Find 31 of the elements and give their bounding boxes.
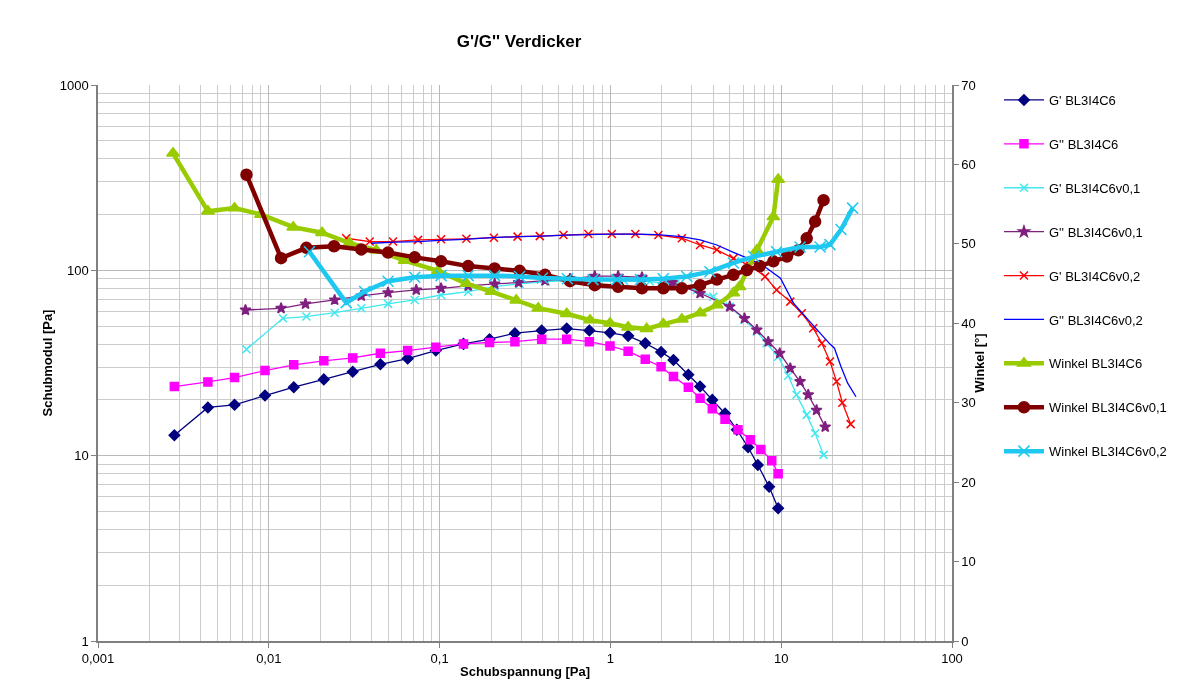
y-tick-label: 100 xyxy=(66,262,89,278)
y-tick-label: 10 xyxy=(74,448,89,464)
y2-tick-label: 10 xyxy=(961,554,976,570)
y2-tick-label: 30 xyxy=(961,395,976,411)
x-tick-label: 0,01 xyxy=(256,651,282,667)
legend-label: G' BL3I4C6v0,2 xyxy=(1048,268,1141,284)
y2-tick-label: 0 xyxy=(961,633,969,649)
legend-label: Winkel BL3I4C6v0,1 xyxy=(1048,400,1167,416)
legend-label: Winkel BL3I4C6v0,2 xyxy=(1048,444,1167,460)
y2-axis-title: Winkel [°] xyxy=(971,333,987,393)
x-tick-label: 10 xyxy=(773,651,789,667)
x-tick-label: 0,001 xyxy=(81,651,115,667)
x-tick-label: 1 xyxy=(606,651,615,667)
x-tick-label: 0,1 xyxy=(430,651,449,667)
y2-tick-label: 40 xyxy=(961,315,976,331)
y2-tick-label: 70 xyxy=(961,77,976,93)
y2-tick-label: 20 xyxy=(961,474,976,490)
y-axis-title: Schubmodul [Pa] xyxy=(40,309,56,417)
chart-title: G'/G'' Verdicker xyxy=(456,31,582,51)
y2-tick-label: 60 xyxy=(961,156,976,172)
legend-label: G'' BL3I4C6v0,2 xyxy=(1048,312,1143,328)
y-tick-label: 1000 xyxy=(59,77,89,93)
x-axis-title: Schubspannung [Pa] xyxy=(460,664,590,680)
x-tick-label: 100 xyxy=(941,651,963,667)
y-tick-label: 1 xyxy=(81,633,89,649)
legend-label: Winkel BL3I4C6 xyxy=(1048,356,1143,372)
y2-tick-label: 50 xyxy=(961,236,976,252)
legend-label: G' BL3I4C6 xyxy=(1048,93,1116,109)
legend-label: G'' BL3I4C6 xyxy=(1048,136,1119,152)
legend-label: G'' BL3I4C6v0,1 xyxy=(1048,224,1143,240)
legend-label: G' BL3I4C6v0,1 xyxy=(1048,180,1141,196)
